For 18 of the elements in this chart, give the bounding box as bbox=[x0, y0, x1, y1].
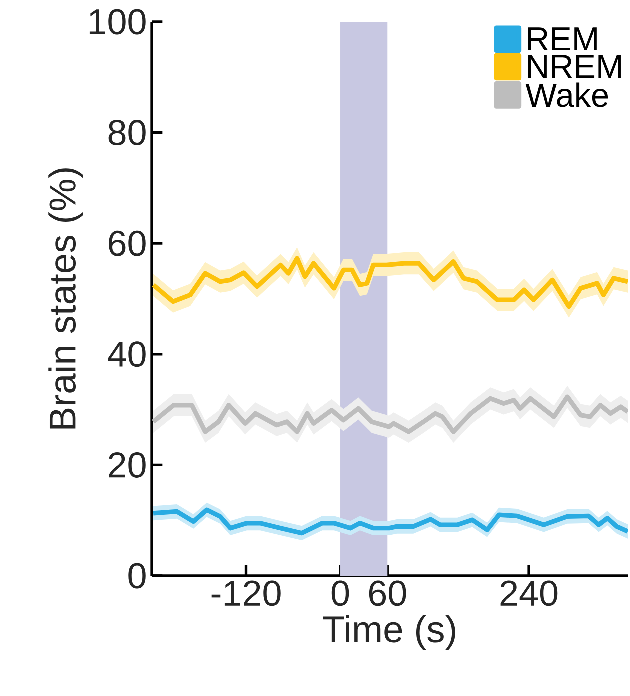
line-series bbox=[152, 508, 628, 536]
line-series bbox=[152, 256, 628, 310]
legend-label: NREM bbox=[528, 55, 621, 78]
y-tick-label: 80 bbox=[108, 120, 146, 146]
y-tick-label: 60 bbox=[109, 230, 146, 256]
x-axis-title: Time (s) bbox=[323, 615, 456, 650]
x-tick-label: -120 bbox=[212, 580, 281, 606]
y-tick-label: 0 bbox=[128, 563, 146, 589]
x-tick-label: 240 bbox=[500, 580, 558, 606]
y-tick-label: 20 bbox=[109, 452, 146, 478]
y-tick-label: 40 bbox=[108, 342, 146, 368]
x-tick-label: 0 bbox=[332, 580, 350, 606]
legend-label: Wake bbox=[526, 82, 608, 108]
line-series bbox=[152, 394, 628, 434]
y-axis-title: Brain states (%) bbox=[48, 168, 84, 429]
y-tick-label: 100 bbox=[90, 9, 146, 35]
legend-label: REM bbox=[528, 28, 597, 51]
x-tick-label: 60 bbox=[369, 580, 406, 606]
